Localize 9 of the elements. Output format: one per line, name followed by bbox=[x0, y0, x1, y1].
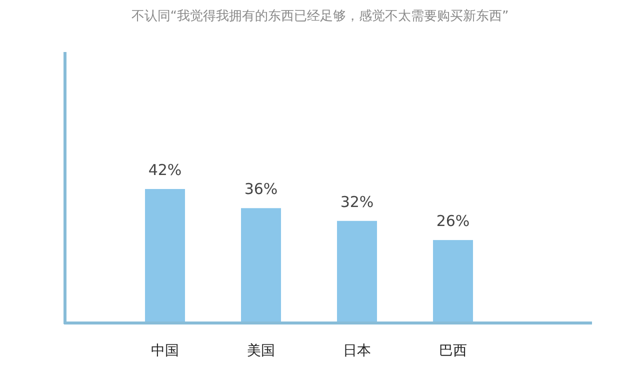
data-label: 42% bbox=[148, 161, 182, 179]
chart-title: 不认同“我觉得我拥有的东西已经足够，感觉不太需要购买新东西” bbox=[131, 9, 509, 24]
x-tick-label: 中国 bbox=[151, 343, 179, 359]
data-label: 36% bbox=[244, 180, 278, 198]
data-label: 26% bbox=[436, 212, 470, 230]
x-tick-label: 日本 bbox=[343, 343, 371, 359]
x-tick-label: 美国 bbox=[247, 343, 275, 359]
data-label: 32% bbox=[340, 192, 374, 211]
x-tick-label: 巴西 bbox=[439, 343, 467, 359]
